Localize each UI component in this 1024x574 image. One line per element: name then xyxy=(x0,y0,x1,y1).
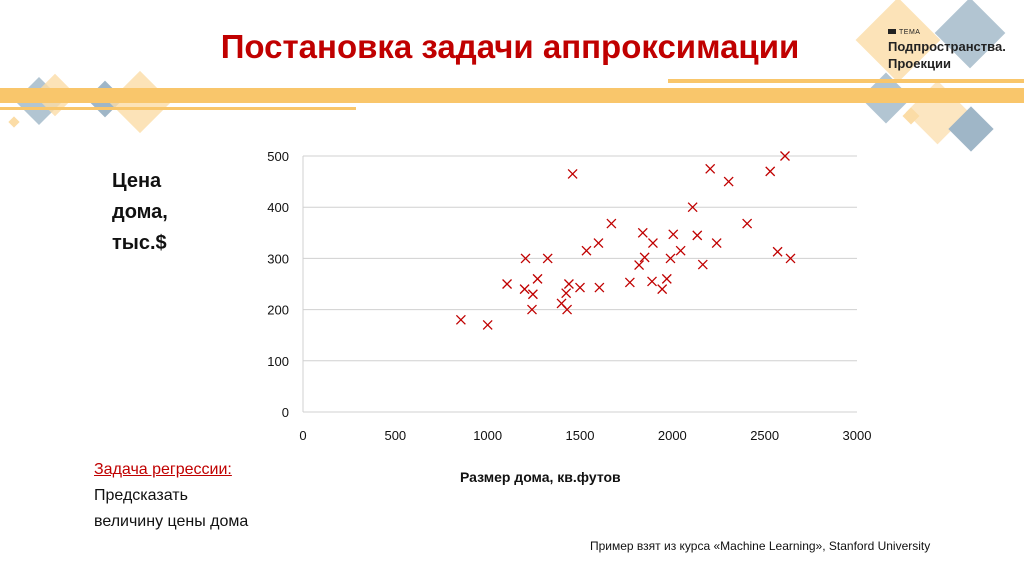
task-heading: Задача регрессии: xyxy=(94,461,232,478)
data-point xyxy=(711,238,722,248)
data-point xyxy=(647,238,658,248)
data-point xyxy=(532,273,543,284)
data-point xyxy=(563,279,574,289)
y-axis-label: Цена дома, тыс.$ xyxy=(112,166,168,259)
data-point xyxy=(527,304,537,315)
data-point xyxy=(455,314,466,325)
data-point xyxy=(594,282,605,293)
topic-line-2: Проекции xyxy=(888,56,951,71)
x-tick-label: 2500 xyxy=(750,428,779,443)
data-point xyxy=(542,253,553,264)
x-tick-label: 3000 xyxy=(843,428,872,443)
data-point xyxy=(692,230,703,241)
y-axis-label-line: дома, xyxy=(112,201,168,223)
data-point xyxy=(785,253,796,264)
data-point xyxy=(567,168,578,179)
y-tick-label: 0 xyxy=(282,405,289,420)
data-point xyxy=(606,218,617,229)
data-point xyxy=(765,166,776,177)
data-point xyxy=(647,276,657,287)
task-description: Задача регрессии: Предсказать величину ц… xyxy=(94,457,248,535)
y-axis-label-line: тыс.$ xyxy=(112,232,167,254)
data-point xyxy=(575,282,585,293)
data-point xyxy=(482,320,493,330)
y-tick-label: 100 xyxy=(267,354,289,369)
data-point xyxy=(519,284,530,295)
y-tick-label: 400 xyxy=(267,200,289,215)
data-point xyxy=(661,273,672,284)
data-point xyxy=(639,252,650,263)
data-point xyxy=(527,289,538,300)
y-tick-label: 200 xyxy=(267,303,289,318)
topic-tag: ТЕМА xyxy=(888,29,920,36)
data-point xyxy=(723,176,734,187)
data-point xyxy=(502,279,513,289)
data-point xyxy=(668,229,679,240)
data-point xyxy=(687,202,698,213)
source-note: Пример взят из курса «Machine Learning»,… xyxy=(590,539,931,553)
x-tick-label: 2000 xyxy=(658,428,687,443)
topic-tag-label: ТЕМА xyxy=(899,29,921,36)
topic-title: Подпространства. Проекции xyxy=(888,38,1006,72)
data-point xyxy=(561,288,572,299)
data-point xyxy=(624,277,635,288)
data-point xyxy=(657,284,668,295)
data-point xyxy=(562,304,573,315)
task-line: величину цены дома xyxy=(94,513,249,530)
data-point xyxy=(593,238,604,248)
data-point xyxy=(637,227,648,238)
data-point xyxy=(772,246,783,257)
data-point xyxy=(675,245,686,256)
x-tick-label: 1500 xyxy=(566,428,595,443)
x-tick-label: 1000 xyxy=(473,428,502,443)
data-point xyxy=(742,218,753,229)
slide-title: Постановка задачи аппроксимации xyxy=(220,28,800,65)
data-point xyxy=(520,253,531,264)
y-tick-label: 500 xyxy=(267,149,289,164)
x-axis-label: Размер дома, кв.футов xyxy=(460,469,621,485)
x-tick-label: 500 xyxy=(384,428,406,443)
data-point xyxy=(780,151,790,161)
y-tick-label: 300 xyxy=(267,251,289,266)
x-tick-label: 0 xyxy=(299,428,306,443)
data-point xyxy=(634,260,645,271)
task-line: Предсказать xyxy=(94,487,188,504)
data-point xyxy=(697,259,708,270)
y-axis-label-line: Цена xyxy=(112,170,162,192)
data-point xyxy=(665,253,676,264)
data-point xyxy=(581,245,592,256)
topic-line-1: Подпространства. xyxy=(888,39,1006,54)
data-point xyxy=(705,163,716,174)
